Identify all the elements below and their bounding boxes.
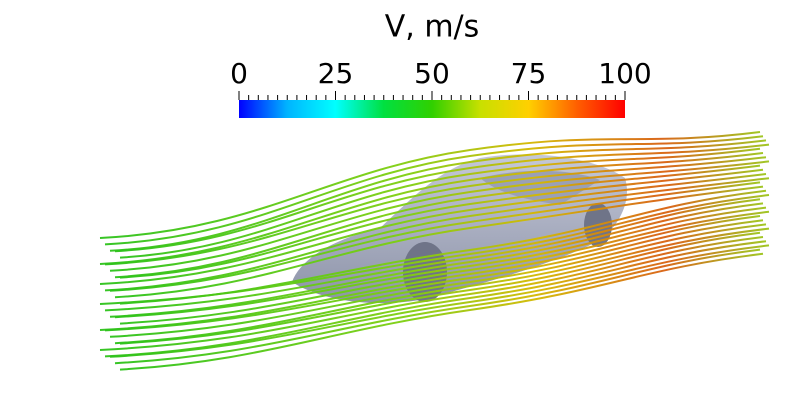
streamline	[99, 215, 761, 331]
streamline	[114, 143, 770, 253]
streamline	[119, 231, 761, 345]
streamline	[109, 160, 770, 272]
tick-label: 25	[318, 57, 354, 90]
streamline	[114, 185, 764, 299]
streamline	[99, 173, 767, 285]
streamline	[99, 236, 764, 351]
streamline	[109, 223, 767, 338]
streamline	[109, 139, 767, 252]
colorbar-title: V, m/s	[385, 10, 480, 45]
streamline	[104, 177, 770, 292]
tick-label: 75	[511, 57, 547, 90]
streamline	[104, 135, 764, 246]
streamline	[119, 252, 764, 371]
streamline	[109, 244, 770, 358]
streamline	[114, 227, 770, 345]
streamline	[109, 181, 761, 292]
tick-label: 50	[414, 57, 450, 90]
colorbar	[239, 100, 625, 118]
streamlines	[99, 131, 770, 371]
streamline	[114, 206, 767, 319]
streamline	[114, 248, 761, 365]
streamline	[99, 194, 770, 305]
streamline	[104, 198, 761, 312]
streamline	[109, 202, 764, 318]
streamline	[119, 210, 770, 325]
streamline	[99, 131, 761, 239]
tick-label: 0	[230, 57, 248, 90]
streamline	[119, 168, 764, 279]
tick-label: 100	[598, 57, 651, 90]
streamline	[104, 156, 767, 266]
streamline	[99, 152, 764, 265]
streamline	[114, 164, 761, 279]
streamline	[104, 240, 767, 358]
streamline	[104, 219, 764, 332]
streamline	[119, 147, 761, 259]
